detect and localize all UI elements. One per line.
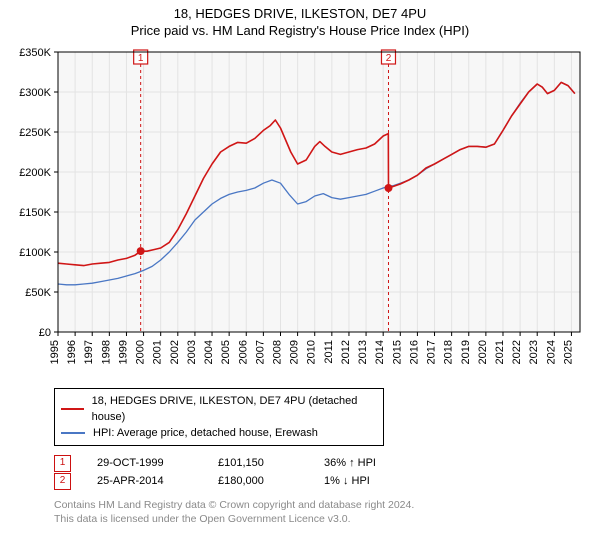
legend-item: HPI: Average price, detached house, Erew… — [61, 425, 377, 441]
svg-text:2011: 2011 — [323, 340, 335, 364]
svg-text:2006: 2006 — [237, 340, 249, 364]
svg-text:2: 2 — [386, 53, 392, 64]
event-row: 2 25-APR-2014 £180,000 1% ↓ HPI — [54, 472, 590, 490]
event-price: £101,150 — [218, 454, 298, 472]
svg-text:1998: 1998 — [100, 340, 112, 364]
svg-text:£50K: £50K — [25, 287, 51, 299]
svg-text:1996: 1996 — [66, 340, 78, 364]
event-date: 25-APR-2014 — [97, 472, 192, 490]
title-line-1: 18, HEDGES DRIVE, ILKESTON, DE7 4PU — [10, 6, 590, 21]
title-line-2: Price paid vs. HM Land Registry's House … — [10, 23, 590, 38]
svg-text:2005: 2005 — [220, 340, 232, 364]
svg-text:2000: 2000 — [135, 340, 147, 364]
svg-text:2009: 2009 — [289, 340, 301, 364]
footer-line-1: Contains HM Land Registry data © Crown c… — [54, 498, 534, 512]
svg-text:£150K: £150K — [19, 207, 51, 219]
svg-text:2015: 2015 — [391, 340, 403, 364]
svg-text:2008: 2008 — [271, 340, 283, 364]
event-diff: 1% ↓ HPI — [324, 472, 414, 490]
event-number-badge: 2 — [54, 473, 71, 490]
svg-text:2019: 2019 — [460, 340, 472, 364]
svg-text:1999: 1999 — [117, 340, 129, 364]
event-diff: 36% ↑ HPI — [324, 454, 414, 472]
svg-text:2017: 2017 — [426, 340, 438, 364]
svg-text:2020: 2020 — [477, 340, 489, 364]
svg-text:£100K: £100K — [19, 247, 51, 259]
svg-text:1995: 1995 — [49, 340, 61, 364]
svg-text:£200K: £200K — [19, 167, 51, 179]
svg-text:2023: 2023 — [528, 340, 540, 364]
svg-text:2004: 2004 — [203, 340, 215, 364]
chart-area: £0 £50K £100K £150K £200K £250K £300K £350K 1995… — [10, 42, 590, 382]
svg-text:2003: 2003 — [186, 340, 198, 364]
event-row: 1 29-OCT-1999 £101,150 36% ↑ HPI — [54, 454, 590, 472]
svg-text:2024: 2024 — [545, 340, 557, 364]
svg-text:2022: 2022 — [511, 340, 523, 364]
svg-text:2021: 2021 — [494, 340, 506, 364]
legend-label: 18, HEDGES DRIVE, ILKESTON, DE7 4PU (det… — [92, 393, 377, 425]
svg-text:1997: 1997 — [83, 340, 95, 364]
chart-titles: 18, HEDGES DRIVE, ILKESTON, DE7 4PU Pric… — [10, 6, 590, 42]
svg-text:2018: 2018 — [443, 340, 455, 364]
svg-text:£250K: £250K — [19, 127, 51, 139]
svg-text:2001: 2001 — [152, 340, 164, 364]
svg-text:£350K: £350K — [19, 47, 51, 59]
svg-text:£0: £0 — [39, 327, 51, 339]
legend-swatch — [61, 408, 84, 410]
svg-text:£300K: £300K — [19, 87, 51, 99]
legend-item: 18, HEDGES DRIVE, ILKESTON, DE7 4PU (det… — [61, 393, 377, 425]
svg-text:2012: 2012 — [340, 340, 352, 364]
svg-text:2013: 2013 — [357, 340, 369, 364]
event-date: 29-OCT-1999 — [97, 454, 192, 472]
event-table: 1 29-OCT-1999 £101,150 36% ↑ HPI 2 25-APR-201… — [54, 454, 590, 490]
footer-attribution: Contains HM Land Registry data © Crown c… — [54, 498, 534, 526]
legend-swatch — [61, 432, 85, 434]
svg-text:2016: 2016 — [408, 340, 420, 364]
event-price: £180,000 — [218, 472, 298, 490]
event-number-badge: 1 — [54, 455, 71, 472]
svg-text:2002: 2002 — [169, 340, 181, 364]
legend-label: HPI: Average price, detached house, Erew… — [93, 425, 318, 441]
svg-text:2007: 2007 — [254, 340, 266, 364]
footer-line-2: This data is licensed under the Open Gov… — [54, 512, 534, 526]
svg-text:2014: 2014 — [374, 340, 386, 364]
legend: 18, HEDGES DRIVE, ILKESTON, DE7 4PU (det… — [54, 388, 384, 446]
svg-text:1: 1 — [138, 53, 144, 64]
line-chart: £0 £50K £100K £150K £200K £250K £300K £350K 1995… — [10, 42, 590, 382]
svg-text:2010: 2010 — [306, 340, 318, 364]
svg-text:2025: 2025 — [562, 340, 574, 364]
